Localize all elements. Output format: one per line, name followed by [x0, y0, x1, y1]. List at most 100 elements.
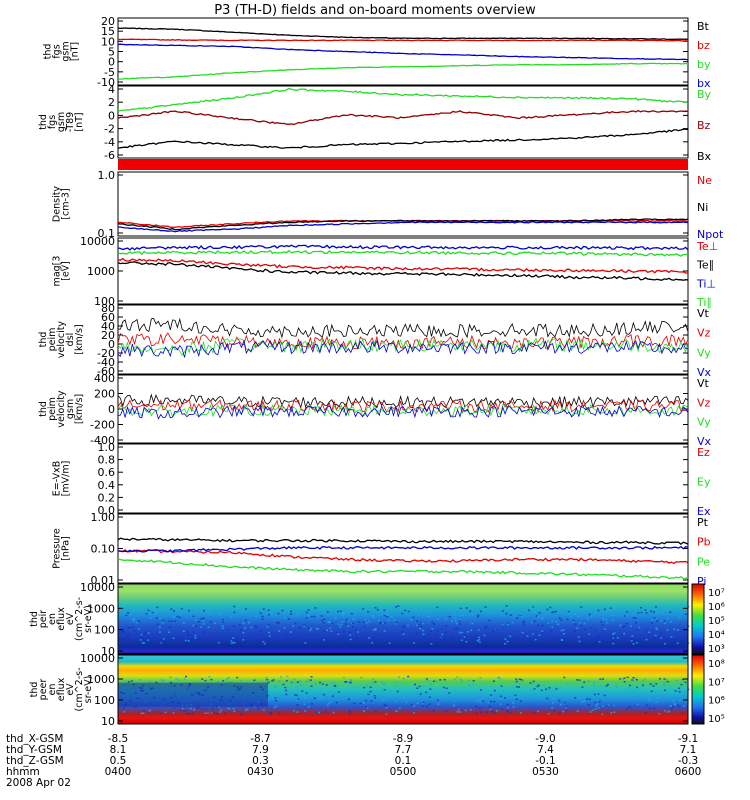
spectrogram-speckle: [442, 686, 445, 689]
spectrogram-speckle: [684, 681, 687, 684]
spectrogram-speckle: [528, 609, 530, 612]
spectrogram-speckle: [380, 681, 383, 683]
spectrogram-speckle: [581, 701, 584, 703]
spectrogram-speckle: [348, 710, 351, 712]
spectrogram-speckle: [532, 607, 534, 610]
spectrogram-speckle: [354, 609, 357, 612]
spectrogram-speckle: [331, 622, 334, 624]
spectrogram-speckle: [562, 629, 565, 631]
spectrogram-speckle: [468, 684, 471, 686]
spectrogram-speckle: [534, 638, 537, 641]
spectrogram-speckle: [457, 708, 460, 711]
spectrogram-speckle: [654, 634, 657, 637]
spectrogram-speckle: [652, 637, 655, 640]
spectrogram-speckle: [394, 623, 397, 625]
spectrogram-speckle: [497, 676, 500, 679]
spectrogram-speckle: [600, 685, 602, 687]
spectrogram-speckle: [211, 708, 214, 710]
spectrogram-speckle: [592, 691, 595, 694]
spectrogram-speckle: [633, 693, 635, 696]
spectrogram-speckle: [516, 617, 519, 619]
spectrogram-speckle: [477, 636, 480, 639]
spectrogram-speckle: [623, 681, 626, 683]
spectrogram-speckle: [477, 614, 480, 617]
x-tick-label: -8.7: [250, 733, 271, 745]
spectrogram-speckle: [273, 685, 276, 687]
spectrogram-speckle: [349, 679, 352, 681]
spectrogram-speckle: [262, 709, 265, 711]
spectrogram-speckle: [383, 622, 386, 624]
spectrogram-speckle: [670, 636, 673, 638]
spectrogram-speckle: [224, 712, 226, 715]
spectrogram-speckle: [458, 620, 461, 622]
spectrogram-speckle: [331, 695, 334, 697]
spectrogram-speckle: [287, 618, 290, 620]
spectrogram-speckle: [285, 693, 288, 696]
spectrogram-speckle: [351, 622, 354, 625]
spectrogram-speckle: [532, 680, 535, 683]
spectrogram-speckle: [454, 620, 457, 622]
spectrogram-speckle: [431, 621, 434, 623]
y-tick-label: -4: [104, 136, 115, 149]
spectrogram-speckle: [464, 634, 466, 637]
x-tick-label: 0530: [532, 766, 559, 778]
spectrogram-speckle: [537, 642, 540, 644]
spectrogram-speckle: [551, 608, 554, 611]
spectrogram-speckle: [479, 689, 482, 691]
spectrogram-speckle: [578, 697, 581, 700]
spectrogram-speckle: [367, 693, 370, 696]
spectrogram-speckle: [519, 712, 522, 714]
spectrogram-speckle: [493, 711, 496, 714]
spectrogram-speckle: [348, 713, 351, 715]
spectrogram-speckle: [679, 606, 681, 608]
spectrogram-speckle: [511, 686, 514, 689]
spectrogram-speckle: [619, 624, 622, 627]
spectrogram-speckle: [403, 696, 405, 698]
spectrogram-speckle: [609, 607, 612, 609]
y-tick-label: 15: [101, 25, 115, 38]
series-line-Pt: [117, 537, 689, 546]
spectrogram-speckle: [127, 634, 130, 636]
spectrogram-speckle: [566, 683, 569, 686]
spectrogram-speckle: [293, 678, 296, 681]
spectrogram-speckle: [558, 699, 561, 702]
spectrogram-speckle: [444, 618, 447, 620]
spectrogram-speckle: [275, 700, 278, 702]
spectrogram-speckle: [356, 686, 359, 688]
spectrogram-speckle: [124, 679, 127, 682]
spectrogram-speckle: [186, 631, 189, 633]
spectrogram-speckle: [648, 707, 651, 710]
spectrogram-speckle: [612, 637, 614, 639]
spectrogram-speckle: [307, 706, 310, 708]
colorbar-scale: [691, 654, 705, 725]
x-tick-label: -8.5: [108, 733, 129, 745]
x-tick-label: -8.9: [393, 733, 414, 745]
spectrogram-speckle: [475, 635, 478, 638]
spectrogram-speckle: [566, 709, 569, 711]
spectrogram-speckle: [538, 609, 541, 611]
spectrogram-speckle: [629, 690, 632, 692]
spectrogram-speckle: [541, 630, 544, 632]
spectrogram-speckle: [147, 609, 150, 612]
spectrogram-speckle: [640, 611, 643, 614]
y-tick-label: 10000: [80, 235, 115, 248]
spectrogram-speckle: [518, 686, 520, 688]
spectrogram-speckle: [139, 639, 142, 641]
y-axis-label: fgs: [47, 115, 58, 129]
spectrogram-speckle: [127, 627, 130, 629]
spectrogram-speckle: [678, 705, 681, 708]
spectrogram-speckle: [206, 712, 209, 714]
spectrogram-speckle: [601, 624, 604, 626]
spectrogram-speckle: [632, 617, 635, 619]
spectrogram-speckle: [663, 681, 666, 683]
spectrogram-speckle: [192, 631, 195, 633]
spectrogram-speckle: [436, 688, 439, 690]
spectrogram-speckle: [176, 615, 179, 618]
spectrogram-speckle: [526, 635, 529, 637]
spectrogram-speckle: [147, 637, 150, 640]
spectrogram-speckle: [267, 681, 270, 684]
spectrogram-speckle: [342, 630, 345, 633]
spectrogram-speckle: [594, 613, 597, 615]
spectrogram-speckle: [602, 630, 605, 632]
